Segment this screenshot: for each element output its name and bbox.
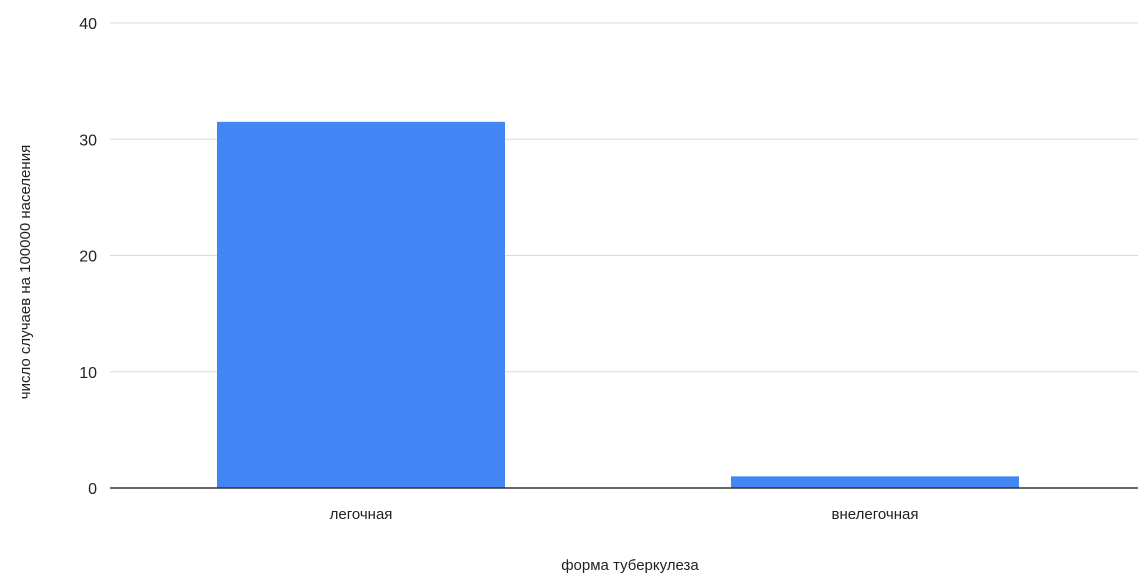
y-tick-label: 20 <box>79 249 97 266</box>
y-tick-label: 10 <box>79 365 97 382</box>
x-category-label: легочная <box>330 506 393 523</box>
bars-layer <box>217 121 1019 488</box>
x-axis-title: форма туберкулеза <box>561 557 699 574</box>
y-tick-label: 40 <box>79 16 97 33</box>
bar-1 <box>731 476 1019 488</box>
y-tick-label: 0 <box>88 481 97 498</box>
labels-layer: 0 10 20 30 40 легочная внелегочная <box>79 16 918 523</box>
y-axis-title: число случаев на 100000 населения <box>17 145 34 399</box>
bar-0 <box>217 121 505 488</box>
y-tick-label: 30 <box>79 132 97 149</box>
x-category-label: внелегочная <box>832 506 919 523</box>
